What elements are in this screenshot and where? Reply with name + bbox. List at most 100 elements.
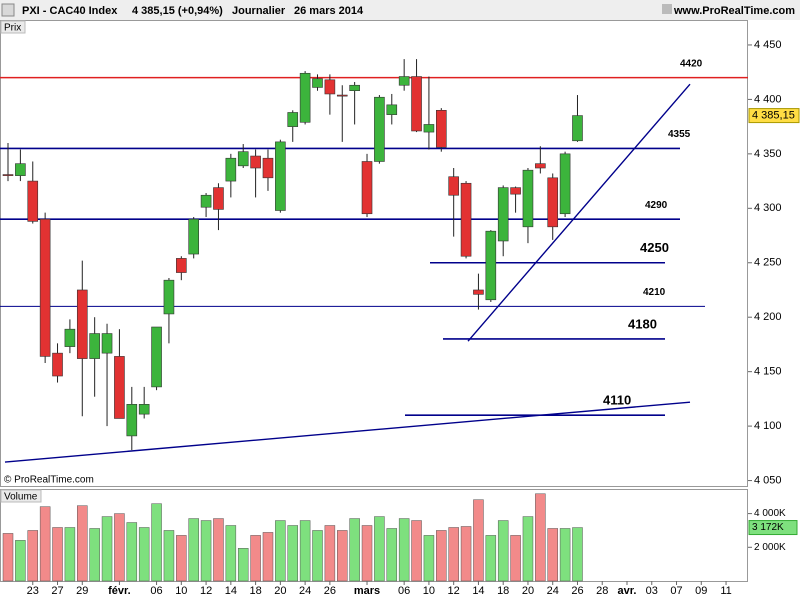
candle-body xyxy=(535,163,546,169)
volume-bar xyxy=(225,525,237,582)
price-panel-label: Prix xyxy=(4,23,21,34)
volume-bar xyxy=(287,525,298,582)
x-tick-label: 10 xyxy=(423,585,435,597)
x-tick-label: 27 xyxy=(51,585,63,597)
volume-bar xyxy=(349,518,360,582)
candle-body xyxy=(485,230,497,301)
x-tick-label: févr. xyxy=(108,585,131,597)
volume-bar xyxy=(52,527,63,582)
date: 26 mars 2014 xyxy=(294,5,364,17)
volume-bar xyxy=(213,518,224,582)
candle-body xyxy=(15,163,26,176)
volume-bar xyxy=(275,520,286,582)
x-tick-label: 12 xyxy=(200,585,212,597)
volume-bar xyxy=(188,518,199,582)
x-tick-label: 24 xyxy=(299,585,311,597)
candle-body xyxy=(64,328,76,347)
x-tick-label: 23 xyxy=(27,585,39,597)
volume-bar xyxy=(89,528,100,582)
x-tick-label: 12 xyxy=(448,585,460,597)
menu-icon[interactable] xyxy=(1,3,15,17)
x-tick-label: 26 xyxy=(571,585,583,597)
x-tick-label: 06 xyxy=(398,585,410,597)
trend-line xyxy=(4,401,691,463)
x-tick-label: 14 xyxy=(472,585,484,597)
y2-tick-label: 2 000K xyxy=(754,542,786,553)
y-tick-label: 4 400 xyxy=(754,93,782,105)
level-label: 4355 xyxy=(668,129,691,140)
site: www.ProRealTime.com xyxy=(673,5,795,17)
candle-body xyxy=(76,289,88,359)
level-label: 4180 xyxy=(628,316,657,331)
candle-body xyxy=(126,404,138,437)
y-tick-label: 4 350 xyxy=(754,148,782,160)
candle-body xyxy=(559,153,571,215)
symbol: PXI - CAC40 Index xyxy=(22,5,118,17)
y-tick-label: 4 150 xyxy=(754,366,782,378)
candle-body xyxy=(547,177,559,228)
candle-body xyxy=(176,258,187,273)
candle-body xyxy=(423,124,435,133)
level-label: 4250 xyxy=(640,240,669,255)
volume-bar xyxy=(485,535,497,582)
y-tick-label: 4 250 xyxy=(754,257,782,269)
volume-bar xyxy=(176,535,187,582)
volume-bar xyxy=(423,535,435,582)
volume-bar xyxy=(64,527,76,582)
candle-body xyxy=(435,109,447,148)
last-price-label: 4 385,15 xyxy=(752,109,795,121)
candle-body xyxy=(89,333,100,359)
candle-body xyxy=(101,333,113,354)
x-tick-label: mars xyxy=(354,585,380,597)
candle-body xyxy=(151,326,162,388)
volume-bar xyxy=(2,533,14,582)
x-tick-label: 06 xyxy=(150,585,162,597)
volume-bar xyxy=(510,535,521,582)
candle-body xyxy=(237,151,249,167)
panel-tag xyxy=(0,20,26,34)
candle-body xyxy=(200,194,212,208)
quote: 4 385,15 (+0,94%) xyxy=(132,5,223,17)
candle-body xyxy=(349,84,360,91)
y-tick-label: 4 200 xyxy=(754,311,782,323)
y2-tick-label: 4 000K xyxy=(754,508,786,519)
volume-bar xyxy=(237,548,249,582)
volume-bar xyxy=(262,532,274,582)
volume-bar xyxy=(27,530,39,582)
volume-bar xyxy=(547,528,558,582)
candle-body xyxy=(460,182,472,257)
x-tick-label: 20 xyxy=(522,585,534,597)
last-volume-box xyxy=(748,520,798,536)
volume-bar xyxy=(126,522,138,582)
candle-body xyxy=(324,79,336,95)
volume-bar xyxy=(101,516,113,582)
candle-body xyxy=(312,78,323,88)
volume-bar xyxy=(411,520,422,582)
candle-body xyxy=(299,72,311,123)
window-icon[interactable] xyxy=(662,4,672,14)
volume-bar xyxy=(473,499,484,582)
candle-body xyxy=(398,76,410,86)
candle-body xyxy=(411,76,422,132)
volume-bar xyxy=(398,518,410,582)
volume-bar xyxy=(374,516,385,582)
candle-body xyxy=(374,96,385,162)
x-tick-label: 10 xyxy=(175,585,187,597)
volume-bar xyxy=(324,525,336,582)
volume-bar xyxy=(114,513,125,582)
last-volume-label: 3 172K xyxy=(752,522,784,533)
copyright: © ProRealTime.com xyxy=(4,475,94,486)
volume-bar xyxy=(15,540,26,582)
level-label: 4210 xyxy=(643,287,666,298)
x-tick-label: 28 xyxy=(596,585,608,597)
x-tick-label: 11 xyxy=(720,585,731,597)
candle-body xyxy=(250,155,261,169)
x-tick-label: 29 xyxy=(76,585,88,597)
candle-body xyxy=(510,187,521,195)
volume-bar xyxy=(448,527,459,582)
volume-bar xyxy=(200,520,212,582)
volume-bar xyxy=(535,493,546,582)
header-bar xyxy=(0,0,800,20)
volume-bar xyxy=(497,520,509,582)
